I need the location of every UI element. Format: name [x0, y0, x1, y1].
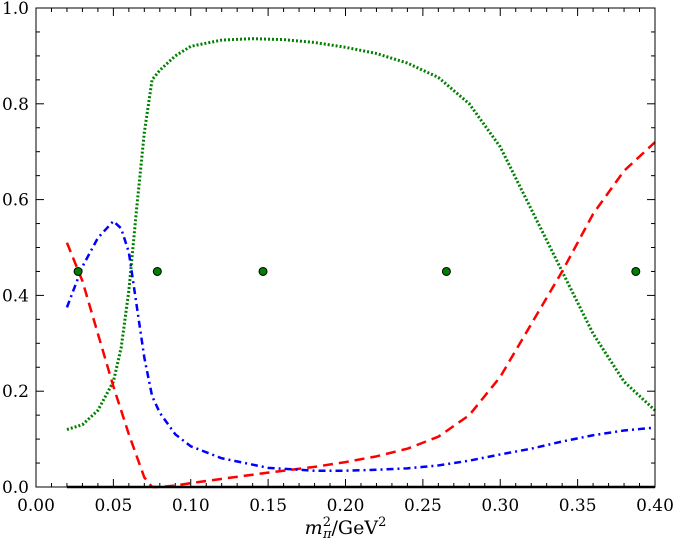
y-tick-label: 0.2: [2, 382, 29, 402]
x-axis-label-unit-sup: 2: [378, 515, 386, 530]
series-line-dashed: [65, 141, 656, 489]
x-axis-label: m2 π/GeV2: [305, 515, 387, 542]
series-line-dash-dot: [65, 219, 656, 472]
x-tick-label: 0.15: [249, 496, 287, 516]
x-axis-label-sup: 2: [323, 515, 331, 530]
data-point-marker: [152, 266, 162, 276]
x-tick-label: 0.35: [559, 496, 597, 516]
x-tick-label: 0.10: [172, 496, 210, 516]
x-axis-label-sub: π: [322, 527, 332, 542]
y-tick-label: 0.6: [2, 191, 29, 211]
data-point-marker: [441, 266, 451, 276]
y-tick-label: 0.8: [2, 95, 29, 115]
y-tick-label: 0.4: [2, 286, 29, 306]
x-tick-label: 0.20: [327, 496, 365, 516]
data-point-marker: [258, 266, 268, 276]
x-tick-label: 0.00: [17, 496, 55, 516]
data-point-marker: [631, 266, 641, 276]
x-axis-label-unit: /GeV: [332, 517, 379, 539]
plot-frame: [35, 7, 656, 488]
y-tick-label: 0.0: [2, 478, 29, 498]
series-line-dotted: [66, 37, 657, 431]
y-tick-label: 1.0: [2, 0, 29, 19]
x-tick-label: 0.05: [94, 496, 132, 516]
ticks-layer: [35, 7, 656, 488]
data-point-marker: [73, 266, 83, 276]
x-axis-label-base: m: [305, 517, 323, 539]
labels-layer: 0.00 0.05 0.10 0.15 0.20 0.25 0.30 0.35 0.40 0.0 0…: [2, 0, 674, 516]
x-tick-label: 0.40: [636, 496, 674, 516]
series-layer: [65, 37, 657, 489]
x-tick-label: 0.25: [404, 496, 442, 516]
x-tick-label: 0.30: [481, 496, 519, 516]
